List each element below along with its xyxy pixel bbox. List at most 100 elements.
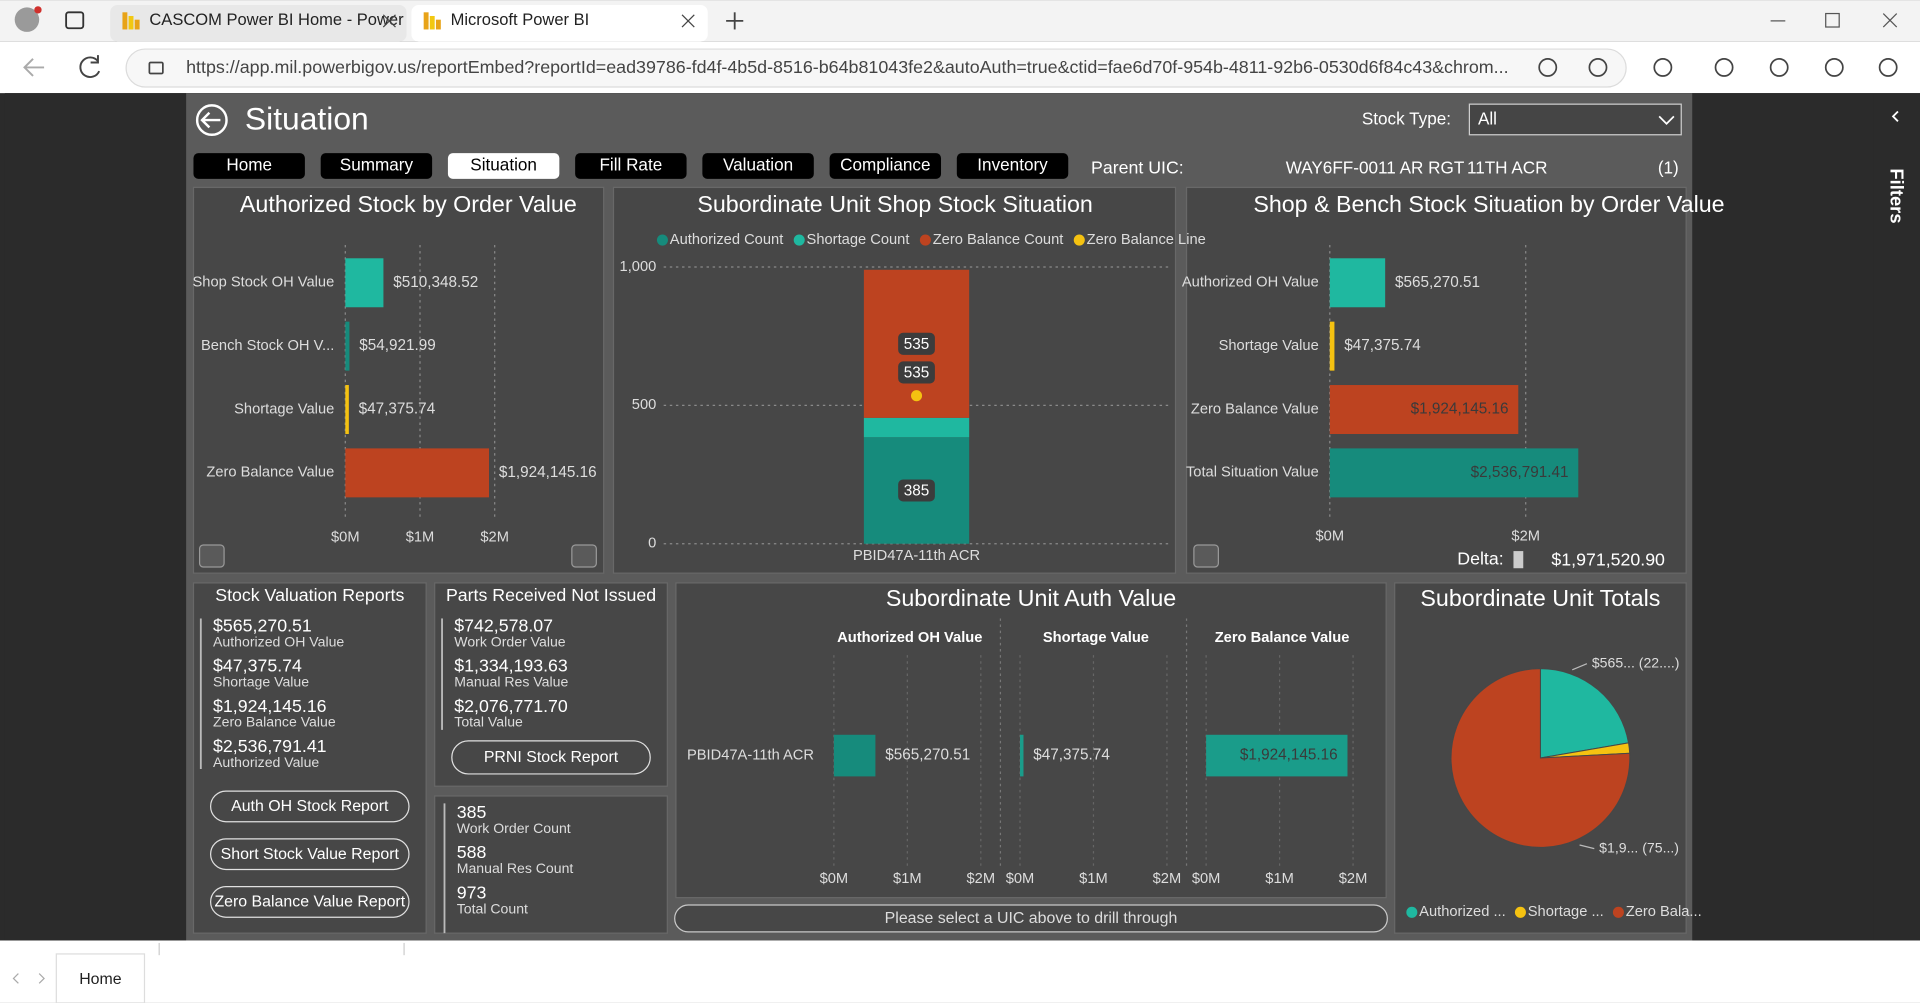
chart-title: Shop & Bench Stock Situation by Order Va… <box>1253 191 1724 217</box>
tab-favicon <box>429 15 435 30</box>
delta-label: Delta: <box>1457 548 1503 568</box>
data-label: 385 <box>904 483 930 500</box>
report-button-label[interactable]: Zero Balance Value Report <box>214 894 405 911</box>
x-tick-label: $1M <box>1079 871 1108 887</box>
report-button-label[interactable]: Short Stock Value Report <box>221 846 400 863</box>
data-label-box <box>898 479 935 502</box>
nav-button-label[interactable]: Valuation <box>723 155 793 175</box>
data-label: $47,375.74 <box>1033 747 1110 764</box>
nav-button[interactable] <box>320 153 433 179</box>
legend-marker <box>919 234 931 246</box>
tab[interactable] <box>110 4 407 42</box>
parent-uic: WAY6FF-0011 AR RGT <box>1286 158 1465 178</box>
pie-slice <box>1539 668 1630 759</box>
visual-icon[interactable] <box>198 544 225 568</box>
toolbar-icon[interactable] <box>1824 57 1844 77</box>
nav-button-label[interactable]: Summary <box>340 155 414 175</box>
nav-button-label[interactable]: Home <box>226 155 272 175</box>
back-nav[interactable] <box>195 104 228 136</box>
card-label: Shortage Value <box>213 674 309 690</box>
report-button[interactable] <box>210 838 410 871</box>
report-button-label[interactable]: PRNI Stock Report <box>484 749 619 766</box>
nav-button[interactable] <box>702 153 814 179</box>
nav-button-label[interactable]: Inventory <box>977 155 1048 175</box>
nav-button[interactable] <box>193 153 305 179</box>
url-field[interactable] <box>125 48 1627 88</box>
parent-uic-name: 11TH ACR <box>1467 158 1548 178</box>
legend-label: Zero Balance Line <box>1087 232 1206 248</box>
report-button[interactable] <box>451 740 651 775</box>
nav-button-label[interactable]: Situation <box>470 155 537 175</box>
legend-label: Zero Balance Count <box>933 232 1064 248</box>
tab-favicon <box>134 19 140 30</box>
toolbar-icon[interactable] <box>1714 57 1734 77</box>
x-tick-label: $2M <box>1339 871 1368 887</box>
tab-title: Microsoft Power BI <box>451 10 590 29</box>
card-label: Work Order Value <box>454 634 566 650</box>
drill-through-button[interactable] <box>674 904 1388 933</box>
filters-label[interactable]: Filters <box>1887 168 1908 223</box>
card-label: Authorized OH Value <box>213 634 344 650</box>
url-text: https://app.mil.powerbigov.us/reportEmbe… <box>186 57 1508 77</box>
toolbar-icon[interactable] <box>1588 57 1608 77</box>
delta-indicator <box>1513 551 1524 569</box>
nav-button[interactable] <box>956 153 1069 179</box>
tab-active[interactable] <box>411 4 708 42</box>
card-value: $1,924,145.16 <box>213 696 327 716</box>
x-tick-label: $0M <box>331 529 360 545</box>
y-tick-label: Zero Balance Value <box>206 465 334 481</box>
nav-button-label[interactable]: Fill Rate <box>599 155 662 175</box>
nav-button[interactable] <box>829 153 942 179</box>
toolbar-icon[interactable] <box>1878 57 1898 77</box>
page-tab[interactable] <box>55 953 146 1003</box>
close <box>1882 13 1898 28</box>
tab-favicon <box>435 19 441 30</box>
card-label: Manual Res Value <box>454 674 568 690</box>
profile-icon[interactable] <box>14 7 40 32</box>
x-tick-label: $1M <box>406 529 435 545</box>
y-tick-label: Bench Stock OH V... <box>201 338 334 354</box>
dropdown-chevron <box>1658 115 1675 125</box>
tab-close <box>681 14 695 28</box>
leader-line <box>1579 844 1595 850</box>
tab-actions[interactable] <box>65 11 85 30</box>
toolbar-icon[interactable] <box>1653 57 1673 77</box>
page-tab-bar <box>0 940 1920 1003</box>
nav-button[interactable] <box>447 153 560 179</box>
panel <box>1185 186 1687 574</box>
card-label: Total Value <box>454 714 523 730</box>
nav-button[interactable] <box>575 153 687 179</box>
report-button-label[interactable]: Auth OH Stock Report <box>231 798 389 815</box>
visual-icon[interactable] <box>571 544 597 568</box>
tab-favicon <box>423 12 429 30</box>
visual-icon[interactable] <box>1193 544 1219 568</box>
data-label-box <box>898 332 935 355</box>
refresh-button[interactable] <box>79 55 101 78</box>
data-label: $47,375.74 <box>1344 337 1421 354</box>
toolbar-icon[interactable] <box>1769 57 1789 77</box>
chart-title: Subordinate Unit Totals <box>1420 585 1660 611</box>
x-tick-label: $1M <box>1265 871 1294 887</box>
panel <box>192 186 605 574</box>
page-tab-label[interactable]: Home <box>79 971 122 988</box>
drill-through-label[interactable]: Please select a UIC above to drill throu… <box>885 910 1178 927</box>
stock-type-dropdown[interactable] <box>1468 103 1682 136</box>
bar <box>1020 734 1024 777</box>
legend-marker <box>1514 906 1526 918</box>
data-label: 535 <box>904 365 930 382</box>
stock-type-value[interactable]: All <box>1478 109 1497 129</box>
nav-button-label[interactable]: Compliance <box>840 155 930 175</box>
bar <box>345 258 384 308</box>
tab-title: CASCOM Power BI Home - Power <box>149 10 404 29</box>
filters-pane[interactable] <box>1873 93 1920 941</box>
y-tick-label: 1,000 <box>620 259 657 275</box>
report-button[interactable] <box>210 885 410 918</box>
data-label: $2,536,791.41 <box>1471 464 1569 481</box>
restore <box>1825 12 1840 28</box>
toolbar-icon[interactable] <box>1538 57 1558 77</box>
series-title: Shortage Value <box>1043 630 1149 646</box>
back-button[interactable] <box>23 58 45 77</box>
card-label: Work Order Count <box>457 820 571 836</box>
report-button[interactable] <box>210 790 410 823</box>
card-value: 588 <box>457 842 487 862</box>
